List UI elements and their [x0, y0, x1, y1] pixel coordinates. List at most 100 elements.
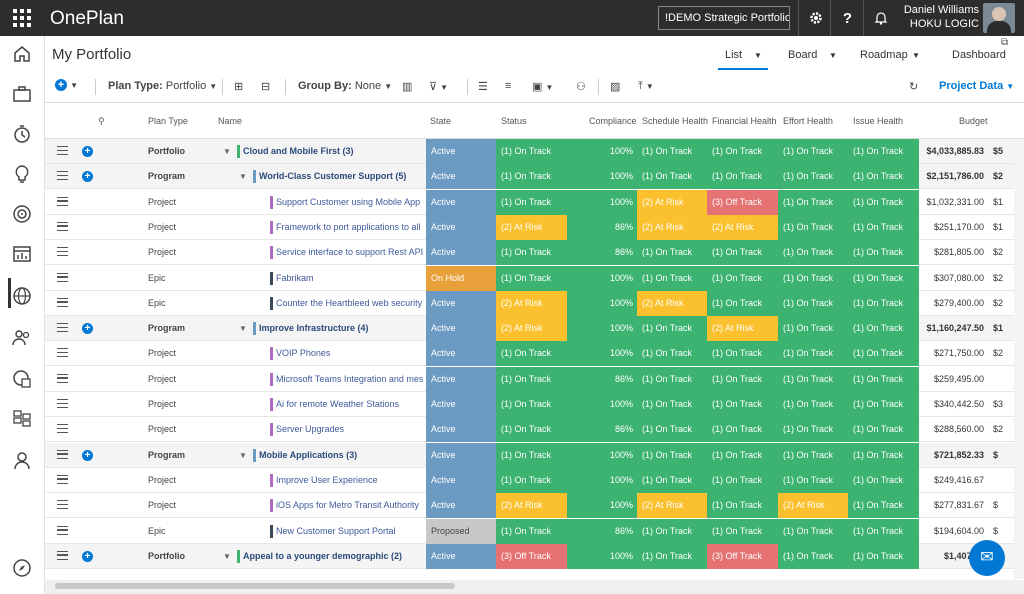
table-row[interactable]: + Program ▼ World-Class Customer Support (5…: [45, 164, 1024, 190]
row-menu-icon[interactable]: [57, 247, 68, 257]
table-row[interactable]: Epic Counter the Heartbleed web security A…: [45, 290, 1024, 316]
table-row[interactable]: Epic New Customer Support Portal Proposed(…: [45, 518, 1024, 544]
portfolio-dashboard-icon[interactable]: [11, 244, 33, 266]
table-row[interactable]: Project Service interface to support Rest…: [45, 240, 1024, 266]
popout-icon[interactable]: ⧉: [1001, 37, 1009, 48]
row-menu-icon[interactable]: [57, 323, 68, 333]
tab-roadmap-dropdown[interactable]: ▼: [912, 51, 920, 60]
table-row[interactable]: + Program ▼ Mobile Applications (3) Active (1…: [45, 442, 1024, 468]
org-chart-icon[interactable]: [11, 409, 33, 431]
row-menu-icon[interactable]: [57, 424, 68, 434]
row-menu-icon[interactable]: [57, 500, 68, 510]
export-icon[interactable]: ⤒ ▼: [638, 80, 654, 92]
table-row[interactable]: Project Framework to port applications to…: [45, 214, 1024, 240]
refresh-icon[interactable]: ↻: [909, 81, 919, 93]
col-status[interactable]: Status: [501, 116, 527, 126]
tab-roadmap[interactable]: Roadmap: [860, 49, 908, 61]
table-row[interactable]: + Program ▼ Improve Infrastructure (4) Activ…: [45, 316, 1024, 342]
row-menu-icon[interactable]: [57, 196, 68, 206]
row-menu-icon[interactable]: [57, 297, 68, 307]
vertical-scrollbar[interactable]: [1014, 139, 1024, 579]
table-row[interactable]: Project Improve User Experience Active (1) …: [45, 467, 1024, 493]
cell-name[interactable]: Framework to port applications to all: [276, 221, 421, 232]
col-name[interactable]: Name: [218, 116, 243, 126]
row-menu-icon[interactable]: [57, 272, 68, 282]
table-row[interactable]: Project Support Customer using Mobile App…: [45, 189, 1024, 215]
cell-name[interactable]: New Customer Support Portal: [276, 525, 396, 536]
row-menu-icon[interactable]: [57, 373, 68, 383]
timer-icon[interactable]: [11, 124, 33, 146]
row-menu-icon[interactable]: [57, 348, 68, 358]
group-by-filter[interactable]: Group By: None ▼: [298, 80, 393, 92]
cell-name[interactable]: Server Upgrades: [276, 424, 345, 435]
row-menu-icon[interactable]: [57, 474, 68, 484]
cell-name[interactable]: Cloud and Mobile First (3): [243, 146, 354, 156]
app-launcher-icon[interactable]: [13, 9, 31, 27]
tab-board[interactable]: Board: [788, 49, 818, 61]
add-child-icon[interactable]: +: [82, 146, 93, 157]
resources-icon[interactable]: ⚇: [576, 81, 586, 93]
cell-name[interactable]: Service interface to support Rest API: [276, 247, 424, 258]
briefcase-icon[interactable]: [11, 84, 33, 106]
cell-name[interactable]: Improve Infrastructure (4): [259, 323, 369, 334]
people-icon[interactable]: [11, 328, 33, 350]
row-menu-icon[interactable]: [57, 221, 68, 231]
cell-name[interactable]: Fabrikam: [276, 272, 314, 283]
compass-icon[interactable]: [11, 558, 33, 580]
cell-name[interactable]: Microsoft Teams Integration and mes: [276, 373, 424, 384]
table-row[interactable]: + Portfolio ▼ Cloud and Mobile First (3) Act…: [45, 139, 1024, 164]
add-child-icon[interactable]: +: [82, 449, 93, 461]
notifications-button[interactable]: [863, 0, 897, 36]
chevron-down-icon[interactable]: ▼: [239, 324, 247, 334]
table-row[interactable]: + Portfolio ▼ Appeal to a younger demograph…: [45, 543, 1024, 569]
resource-globe-icon[interactable]: [11, 369, 33, 391]
person-icon[interactable]: [11, 451, 33, 473]
chat-fab-button[interactable]: ✉: [969, 540, 1005, 576]
row-menu-icon[interactable]: [57, 399, 68, 408]
table-row[interactable]: Project VOIP Phones Active (1) On Track 100%…: [45, 341, 1024, 367]
cell-name[interactable]: Appeal to a younger demographic (2): [243, 550, 403, 561]
add-child-icon[interactable]: +: [82, 171, 93, 183]
table-row[interactable]: Project Server Upgrades Active (1) On Track…: [45, 417, 1024, 443]
col-budget[interactable]: Budget: [959, 116, 988, 126]
tab-list[interactable]: List: [725, 49, 743, 61]
expand-all-icon[interactable]: ⊞: [234, 81, 244, 93]
col-issue-health[interactable]: Issue Health: [853, 116, 904, 126]
cell-name[interactable]: VOIP Phones: [276, 348, 331, 359]
row-menu-icon[interactable]: [57, 171, 68, 181]
chevron-down-icon[interactable]: ▼: [239, 172, 247, 182]
plan-type-filter[interactable]: Plan Type: Portfolio ▼: [108, 80, 218, 92]
settings-button[interactable]: [798, 0, 832, 36]
lightbulb-icon[interactable]: [11, 164, 33, 186]
cell-name[interactable]: World-Class Customer Support (5): [259, 171, 407, 182]
plan-selector[interactable]: !DEMO Strategic Portfolio M: [658, 6, 790, 30]
col-state[interactable]: State: [430, 116, 452, 126]
cell-name[interactable]: Improve User Experience: [276, 474, 378, 485]
tab-board-dropdown[interactable]: ▼: [829, 51, 837, 60]
cell-name[interactable]: Ai for remote Weather Stations: [276, 399, 399, 409]
table-row[interactable]: Project iOS Apps for Metro Transit Author…: [45, 493, 1024, 519]
project-data-selector[interactable]: Project Data ▼: [939, 80, 1015, 92]
add-button[interactable]: + ▼: [55, 79, 78, 91]
globe-icon[interactable]: [11, 286, 33, 308]
row-menu-icon[interactable]: [57, 449, 68, 459]
filter-icon[interactable]: ⊽ ▼: [429, 81, 449, 93]
avatar[interactable]: [983, 3, 1015, 33]
help-button[interactable]: ?: [830, 0, 864, 36]
chevron-down-icon[interactable]: ▼: [223, 551, 231, 561]
cell-name[interactable]: Support Customer using Mobile App: [276, 196, 421, 207]
row-menu-icon[interactable]: [57, 550, 68, 560]
horizontal-scrollbar[interactable]: [45, 580, 1024, 594]
col-compliance[interactable]: Compliance: [589, 116, 637, 126]
cell-name[interactable]: iOS Apps for Metro Transit Authority: [276, 500, 420, 511]
col-effort-health[interactable]: Effort Health: [783, 116, 833, 126]
chevron-down-icon[interactable]: ▼: [239, 450, 247, 460]
col-schedule-health[interactable]: Schedule Health: [642, 116, 709, 126]
layout-icon[interactable]: ▣ ▼: [532, 81, 554, 93]
tab-list-dropdown[interactable]: ▼: [754, 51, 762, 60]
cell-name[interactable]: Counter the Heartbleed web security: [276, 297, 423, 308]
collapse-all-icon[interactable]: ⊟: [261, 81, 271, 93]
table-row[interactable]: Project Ai for remote Weather Stations Act…: [45, 392, 1024, 417]
chevron-down-icon[interactable]: ▼: [223, 147, 231, 156]
add-child-icon[interactable]: +: [82, 323, 93, 335]
